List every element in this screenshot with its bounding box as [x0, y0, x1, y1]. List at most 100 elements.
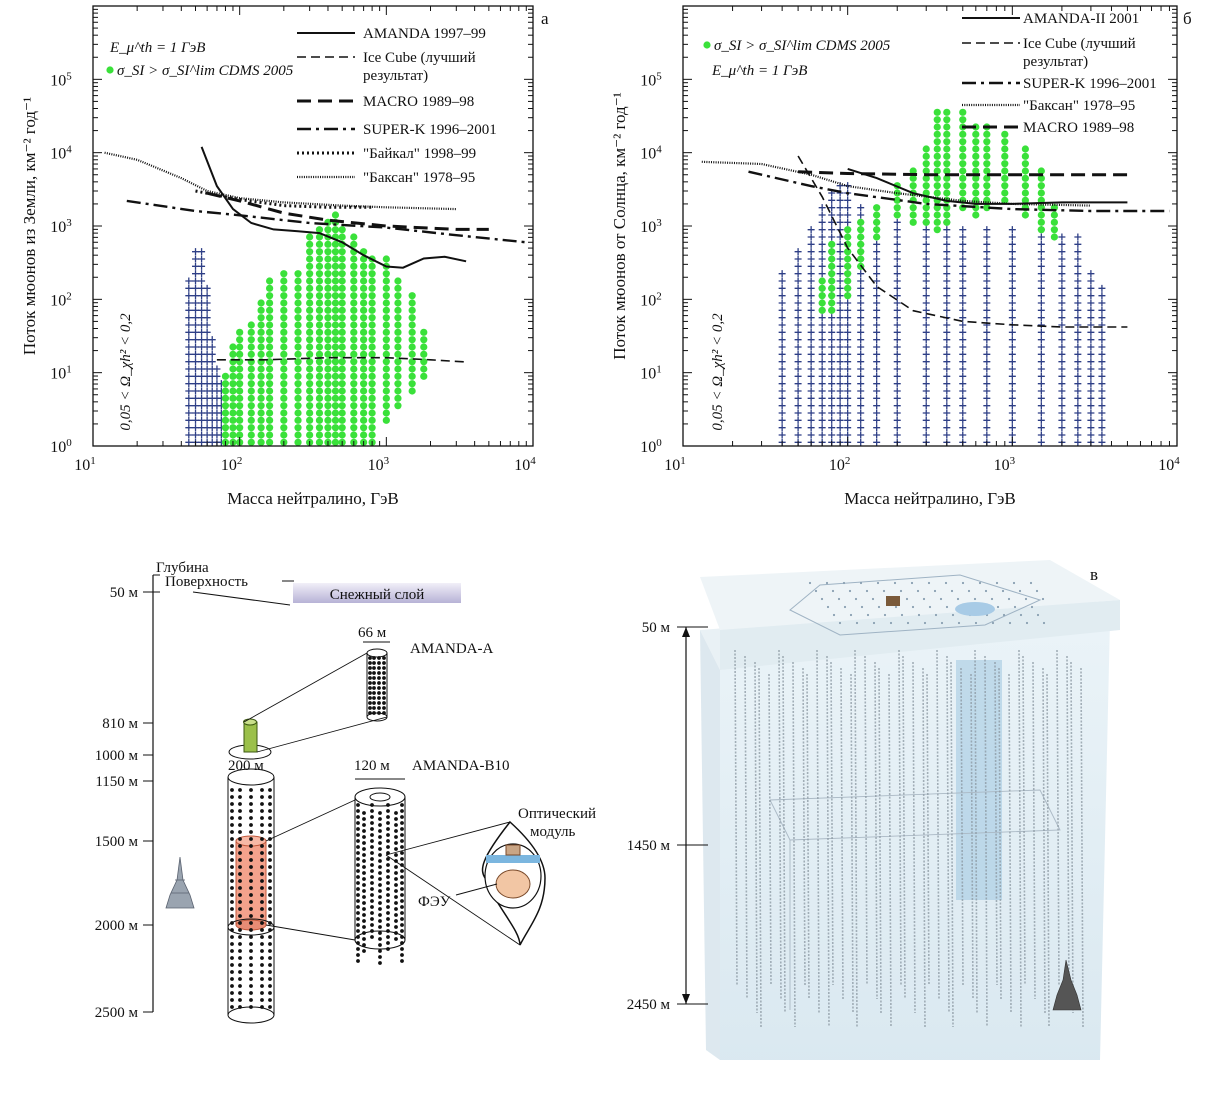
cross-mark [857, 424, 865, 432]
cross-mark [1008, 270, 1016, 278]
x-tick-label-0: 101 [74, 455, 96, 474]
cross-mark [836, 409, 844, 417]
cross-mark [836, 387, 844, 395]
cross-mark [807, 240, 815, 248]
scatter-point [933, 218, 941, 226]
scatter-point [350, 292, 358, 300]
module-dot [386, 905, 390, 909]
cross-mark [1074, 380, 1082, 388]
x-tick-label-1: 102 [829, 455, 851, 474]
cross-mark [922, 387, 930, 395]
cross-mark [943, 328, 951, 336]
scatter-point [280, 299, 288, 307]
scatter-point [331, 402, 340, 410]
scatter-point [306, 387, 314, 395]
module-dot [400, 833, 404, 837]
scatter-point [420, 328, 428, 336]
module-dot [230, 837, 234, 841]
scatter-point [247, 424, 255, 432]
scatter-point [933, 152, 941, 160]
cross-mark [943, 277, 951, 285]
module-dot [386, 947, 390, 951]
module-dot [370, 827, 374, 831]
cross-mark [185, 358, 193, 366]
surface-station-dot [865, 589, 869, 593]
module-dot [249, 928, 253, 932]
cross-mark [857, 343, 865, 351]
scatter-point [408, 299, 416, 307]
scatter-point [828, 240, 836, 248]
scatter-point [909, 204, 917, 212]
cross-mark [857, 350, 865, 358]
scatter-point [338, 284, 346, 292]
surface-station-dot [1018, 589, 1022, 593]
scatter-point [257, 321, 265, 329]
scatter-point [857, 255, 865, 263]
cross-mark [959, 431, 967, 439]
scatter-point [315, 350, 324, 358]
cross-mark [794, 343, 802, 351]
cross-mark [857, 321, 865, 329]
module-dot [230, 858, 234, 862]
module-dot [378, 823, 382, 827]
cross-mark [794, 299, 802, 307]
module-dot [378, 811, 382, 815]
icecube-string [1080, 667, 1084, 1028]
module-dot [386, 803, 390, 807]
cross-mark [828, 233, 836, 241]
icecube-string [974, 649, 978, 1014]
scatter-point [844, 233, 852, 241]
scatter-point [408, 306, 416, 314]
cross-mark [844, 394, 852, 402]
cross-mark [807, 350, 815, 358]
module-dot [230, 816, 234, 820]
y-tick-label-1: 101 [50, 364, 72, 383]
scatter-point [338, 336, 346, 344]
icecube-diagram: 50 м 1450 м 2450 м [627, 560, 1120, 1060]
surface-station-dot [923, 621, 927, 625]
scatter-point [221, 431, 230, 439]
surface-label: Поверхность [165, 574, 248, 590]
cross-mark [778, 358, 786, 366]
scatter-point [1001, 145, 1009, 153]
cross-mark [893, 431, 901, 439]
scatter-point [331, 314, 340, 322]
cross-mark [844, 211, 852, 219]
scatter-point [324, 292, 332, 300]
cross-mark [1008, 387, 1016, 395]
scatter-point [844, 248, 852, 256]
legend-label-0: AMANDA 1997–99 [363, 26, 486, 42]
icecube-string [936, 649, 940, 1000]
legend-label-1: Ice Cube (лучший результат) [363, 50, 476, 84]
scatter-point [350, 350, 358, 358]
module-dot [368, 701, 372, 705]
module-dot [362, 871, 366, 875]
scatter-point [331, 365, 340, 373]
scatter-point [922, 174, 930, 182]
icecube-string [874, 661, 878, 1000]
cross-mark [778, 270, 786, 278]
module-dot [260, 956, 264, 960]
amanda-a-string-3 [382, 656, 386, 715]
scatter-point [368, 343, 376, 351]
module-dot [378, 859, 382, 863]
cross-mark [893, 350, 901, 358]
cross-mark [836, 270, 844, 278]
cross-mark [959, 255, 967, 263]
cross-mark [203, 314, 211, 322]
cross-mark [192, 343, 200, 351]
main-string-4 [268, 788, 272, 1009]
module-dot [249, 830, 253, 834]
cross-mark [893, 292, 901, 300]
cross-mark [192, 314, 200, 322]
scatter-point [338, 358, 346, 366]
cross-mark [828, 372, 836, 380]
surface-station-dot [951, 613, 955, 617]
module-dot [377, 711, 381, 715]
scatter-point [1050, 218, 1058, 226]
scatter-point [382, 277, 390, 285]
cross-mark [983, 402, 991, 410]
scatter-point [368, 299, 376, 307]
scatter-point [331, 416, 340, 424]
cross-mark [959, 306, 967, 314]
